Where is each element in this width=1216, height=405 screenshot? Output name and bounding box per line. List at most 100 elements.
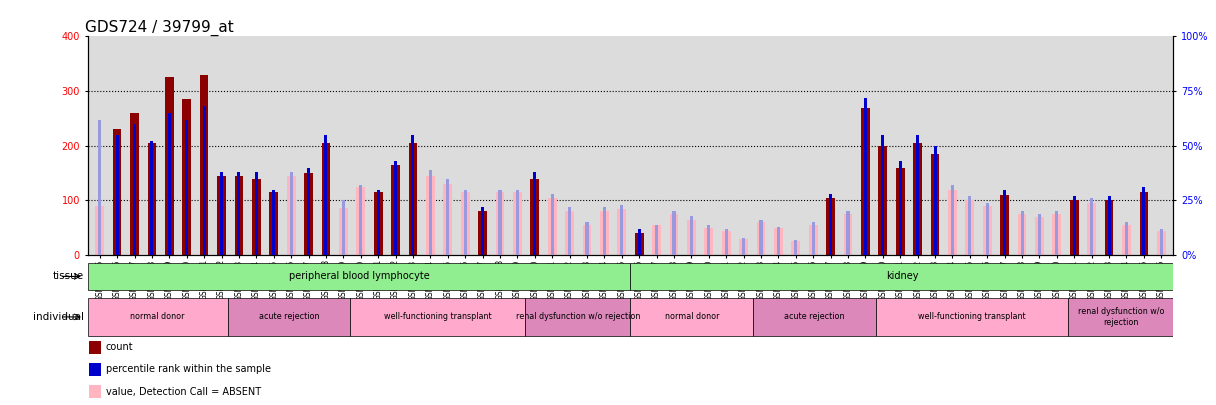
Bar	[672, 211, 676, 255]
Bar	[913, 143, 922, 255]
Bar	[846, 211, 850, 255]
Bar	[392, 165, 400, 255]
Bar	[168, 113, 171, 255]
Bar	[356, 187, 365, 255]
Bar	[742, 238, 745, 255]
Bar	[620, 205, 624, 255]
Text: individual: individual	[33, 312, 84, 322]
Bar	[568, 207, 572, 255]
Bar	[113, 130, 122, 255]
Bar	[98, 119, 101, 255]
Bar	[1055, 211, 1058, 255]
Bar	[530, 179, 539, 255]
Bar	[809, 225, 817, 255]
Bar	[373, 192, 383, 255]
Bar	[151, 141, 153, 255]
Bar	[585, 222, 589, 255]
Bar	[826, 198, 835, 255]
Bar	[756, 222, 765, 255]
Bar	[934, 146, 936, 255]
Bar	[930, 154, 940, 255]
Bar	[1125, 222, 1128, 255]
Bar	[812, 222, 815, 255]
Bar	[218, 176, 226, 255]
Bar	[863, 98, 867, 255]
Bar	[618, 209, 626, 255]
Bar	[409, 143, 417, 255]
Bar	[948, 190, 957, 255]
Bar	[461, 192, 469, 255]
Bar	[582, 225, 591, 255]
Bar	[525, 298, 631, 336]
Bar	[861, 107, 869, 255]
Bar	[722, 230, 731, 255]
Bar	[429, 170, 432, 255]
Bar	[252, 179, 260, 255]
Bar	[199, 75, 208, 255]
Bar	[478, 211, 486, 255]
Bar	[1003, 190, 1006, 255]
Bar	[304, 173, 313, 255]
Bar	[882, 135, 884, 255]
Bar	[516, 190, 519, 255]
Bar	[270, 192, 278, 255]
Bar	[426, 176, 435, 255]
Bar	[165, 77, 174, 255]
Bar	[203, 107, 206, 255]
Bar	[687, 220, 696, 255]
Bar	[1053, 214, 1062, 255]
Bar	[1156, 230, 1166, 255]
Bar	[377, 190, 379, 255]
Bar	[185, 119, 188, 255]
Bar	[631, 298, 753, 336]
Bar	[792, 241, 800, 255]
Text: renal dysfunction w/o
rejection: renal dysfunction w/o rejection	[1077, 307, 1164, 326]
Bar	[147, 143, 157, 255]
Bar	[1073, 196, 1076, 255]
Bar	[513, 192, 522, 255]
Bar	[1122, 225, 1131, 255]
Bar	[551, 194, 553, 255]
Bar	[1090, 198, 1093, 255]
Bar	[235, 176, 243, 255]
Text: well-functioning transplant: well-functioning transplant	[384, 312, 491, 322]
Bar	[287, 176, 295, 255]
Bar	[496, 192, 505, 255]
Bar	[1160, 229, 1162, 255]
Text: percentile rank within the sample: percentile rank within the sample	[106, 364, 271, 374]
Bar	[1087, 203, 1096, 255]
Bar	[306, 168, 310, 255]
Bar	[794, 240, 798, 255]
Bar	[878, 146, 888, 255]
Bar	[220, 172, 223, 255]
Text: value, Detection Call = ABSENT: value, Detection Call = ABSENT	[106, 387, 261, 396]
Bar	[652, 225, 662, 255]
Bar	[916, 135, 919, 255]
Bar	[227, 298, 350, 336]
Bar	[725, 229, 727, 255]
Text: renal dysfunction w/o rejection: renal dysfunction w/o rejection	[516, 312, 640, 322]
Bar	[966, 200, 974, 255]
Bar	[359, 185, 362, 255]
Bar	[635, 233, 643, 255]
Bar	[708, 224, 710, 255]
Bar	[1020, 211, 1024, 255]
Text: tissue: tissue	[52, 271, 84, 281]
Bar	[655, 224, 658, 255]
Bar	[1035, 217, 1043, 255]
Bar	[899, 161, 902, 255]
Bar	[182, 99, 191, 255]
Bar	[272, 190, 275, 255]
Bar	[548, 198, 557, 255]
Bar	[896, 168, 905, 255]
Bar	[325, 135, 327, 255]
Bar	[339, 208, 348, 255]
Bar	[829, 194, 832, 255]
Bar	[1001, 195, 1009, 255]
Bar	[289, 172, 293, 255]
Bar	[237, 172, 241, 255]
Text: acute rejection: acute rejection	[259, 312, 320, 322]
Bar	[1038, 213, 1041, 255]
Bar	[116, 135, 119, 255]
Bar	[704, 228, 713, 255]
